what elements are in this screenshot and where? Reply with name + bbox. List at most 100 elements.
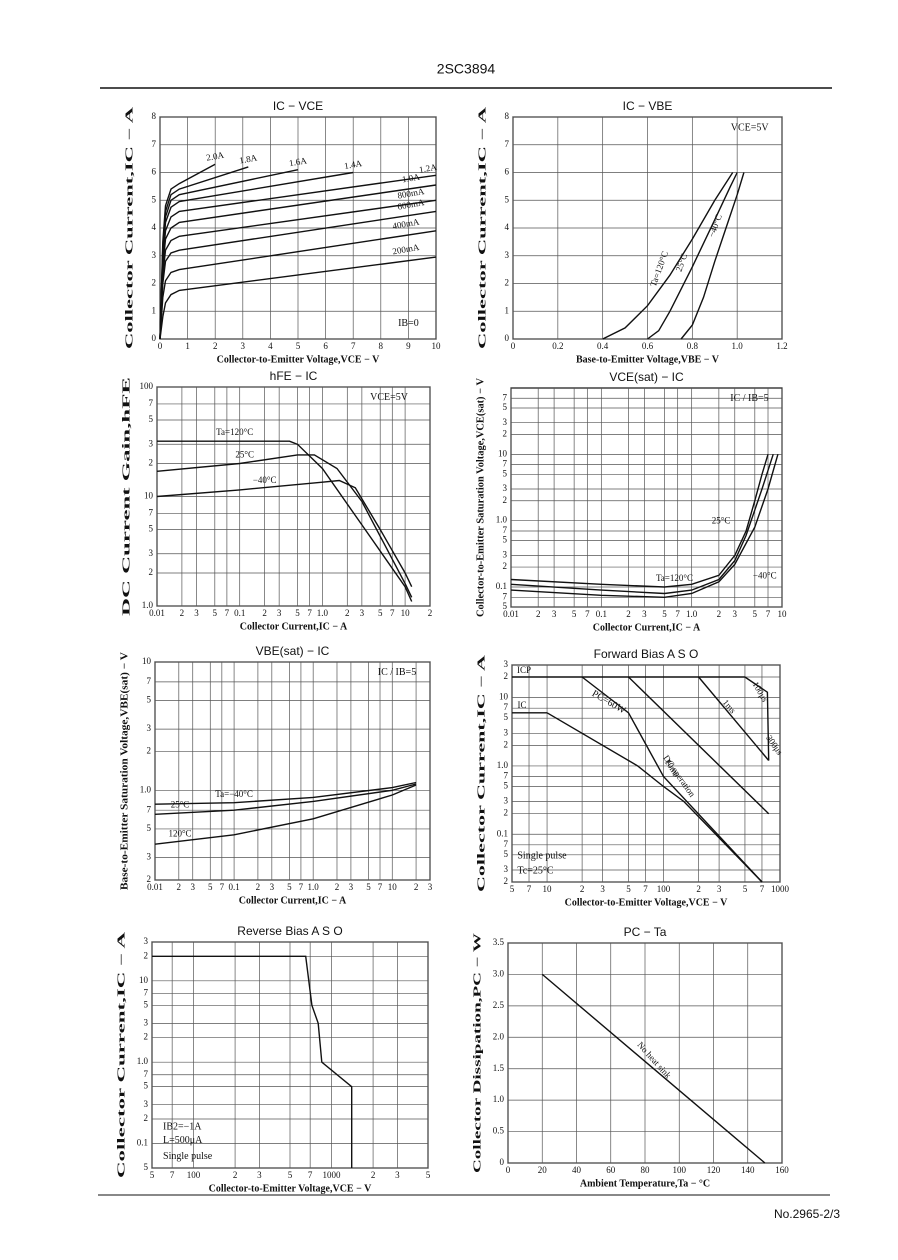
page-header: 2SC3894 xyxy=(437,61,496,77)
x-tick-label: 160 xyxy=(775,1165,789,1175)
curve xyxy=(154,781,417,805)
x-tick-label: 2 xyxy=(233,1170,238,1180)
y-tick-label: 5 xyxy=(503,402,508,412)
y-tick-label: 7 xyxy=(503,392,508,402)
x-tick-label: 3 xyxy=(395,1170,400,1180)
x-tick-label: 2 xyxy=(536,609,541,619)
y-axis-label: Base-to-Emitter Saturation Voltage,VBE(s… xyxy=(119,651,130,890)
y-tick-label: 7 xyxy=(144,987,149,997)
annotation: IB=0 xyxy=(398,318,419,329)
x-tick-label: 10 xyxy=(401,608,411,618)
curve-label: −40°C xyxy=(706,213,723,239)
y-tick-label: 2 xyxy=(144,1032,149,1042)
x-axis-label: Collector-to-Emitter Voltage,VCE − V xyxy=(209,1183,372,1194)
chart-title: Reverse Bias A S O xyxy=(237,924,342,938)
curve xyxy=(152,955,353,1168)
y-tick-label: 10 xyxy=(144,491,154,501)
curve xyxy=(510,454,779,599)
x-tick-label: 10 xyxy=(388,882,398,892)
y-tick-label: 2 xyxy=(504,876,509,886)
x-tick-label: 7 xyxy=(225,608,230,618)
x-tick-label: 3 xyxy=(552,609,557,619)
x-tick-label: 1.0 xyxy=(732,341,744,351)
x-tick-label: 3 xyxy=(349,882,354,892)
y-tick-label: 3 xyxy=(505,250,510,260)
chart: 0.01 2 3 5 7 0.1 2 3 5 7 1.0 2 3 5 7 10 21.0235710235710… xyxy=(121,369,432,632)
y-tick-label: 7 xyxy=(147,804,152,814)
x-tick-label: 2 xyxy=(428,608,433,618)
x-tick-label: 3 xyxy=(428,882,433,892)
y-tick-label: 5 xyxy=(504,849,509,859)
y-tick-label: 0 xyxy=(505,333,510,343)
y-tick-label: 5 xyxy=(149,414,154,424)
y-tick-label: 2 xyxy=(147,746,152,756)
curve xyxy=(154,783,417,815)
curve-label: 200mA xyxy=(392,242,421,257)
x-tick-label: 5 xyxy=(366,882,371,892)
x-tick-label: 3 xyxy=(270,882,275,892)
annotation: Single pulse xyxy=(517,850,567,861)
x-tick-label: 60 xyxy=(606,1165,616,1175)
y-tick-label: 0.5 xyxy=(493,1126,505,1136)
x-tick-label: 7 xyxy=(766,609,771,619)
x-tick-label: 2 xyxy=(696,884,701,894)
x-tick-label: 0 xyxy=(506,1165,511,1175)
x-tick-label: 0.1 xyxy=(234,608,245,618)
y-tick-label: 2 xyxy=(503,495,508,505)
x-tick-label: 5 xyxy=(150,1170,155,1180)
chart: 0 1 2 3 4 5 6 7 8 9 10 0 1 2 3 4 5 6 7 8 IC − VCE Collector-t… xyxy=(124,99,441,365)
curve xyxy=(698,676,770,761)
x-tick-label: 6 xyxy=(323,341,328,351)
curve-label: −40°C xyxy=(253,475,277,485)
curve xyxy=(581,676,763,883)
y-tick-label: 3 xyxy=(144,1017,149,1027)
y-tick-label: 2 xyxy=(144,950,149,960)
y-axis-label: Collector Current,IC − A xyxy=(476,653,487,892)
y-tick-label: 3 xyxy=(147,723,152,733)
x-tick-label: 2 xyxy=(335,882,340,892)
x-tick-label: 7 xyxy=(643,884,648,894)
curve-label: Ta=120°C xyxy=(216,427,253,437)
chart-title: hFE − IC xyxy=(270,369,318,383)
chart: 5 7 10 2 3 5 7 100 2 3 5 7 100023570.123571.02357102… xyxy=(476,647,789,908)
y-tick-label: 3 xyxy=(144,1099,149,1109)
x-tick-label: 2 xyxy=(262,608,267,618)
x-tick-label: 2 xyxy=(256,882,261,892)
curve-label: 25°C xyxy=(712,515,731,525)
x-tick-label: 5 xyxy=(753,609,758,619)
x-tick-label: 2 xyxy=(180,608,185,618)
y-tick-label: 100 xyxy=(140,381,154,391)
x-tick-label: 5 xyxy=(378,608,383,618)
x-tick-label: 40 xyxy=(572,1165,582,1175)
annotation: VCE=5V xyxy=(731,122,770,133)
y-tick-label: 3.5 xyxy=(493,937,505,947)
curve xyxy=(154,784,417,845)
x-tick-label: 2 xyxy=(177,882,182,892)
x-tick-label: 3 xyxy=(190,882,195,892)
curve xyxy=(541,973,766,1164)
chart-title: IC − VBE xyxy=(623,99,673,113)
curve-label: 600mA xyxy=(397,197,426,212)
y-tick-label: 3.0 xyxy=(493,968,505,978)
x-tick-label: 1.0 xyxy=(308,882,320,892)
y-tick-label: 10 xyxy=(499,692,509,702)
x-tick-label: 3 xyxy=(277,608,282,618)
x-tick-label: 7 xyxy=(675,609,680,619)
x-tick-label: 20 xyxy=(538,1165,548,1175)
chart: 0.01 2 3 5 7 0.1 2 3 5 7 1.0 2 3 5 7 10570.123571.02357… xyxy=(475,370,787,633)
y-tick-label: 2 xyxy=(149,567,154,577)
y-axis-label: DC Current Gain,hFE xyxy=(121,376,132,616)
y-tick-label: 5 xyxy=(504,781,509,791)
x-tick-label: 1.0 xyxy=(317,608,329,618)
x-tick-label: 10 xyxy=(543,884,553,894)
x-tick-label: 5 xyxy=(510,884,515,894)
y-tick-label: 5 xyxy=(144,999,149,1009)
x-tick-label: 3 xyxy=(642,609,647,619)
chart-title: Forward Bias A S O xyxy=(594,647,699,661)
y-tick-label: 2 xyxy=(144,1113,149,1123)
y-tick-label: 1.0 xyxy=(493,1094,505,1104)
x-axis-label: Collector-to-Emitter Voltage,VCE − V xyxy=(217,354,380,365)
x-tick-label: 2 xyxy=(345,608,350,618)
y-tick-label: 10 xyxy=(498,448,508,458)
y-tick-label: 7 xyxy=(504,839,509,849)
